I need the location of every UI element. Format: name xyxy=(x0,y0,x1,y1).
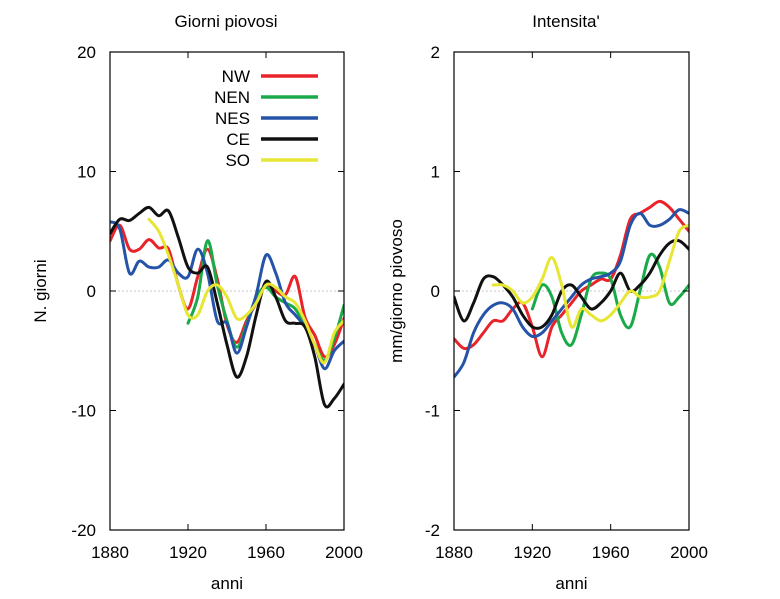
series-line-ce xyxy=(110,205,344,409)
series-group xyxy=(110,205,344,409)
y-tick-label: 20 xyxy=(77,43,96,62)
y-tick-label: 1 xyxy=(431,163,440,182)
series-line-nes xyxy=(454,208,689,379)
y-tick-label: -10 xyxy=(71,402,96,421)
y-tick-label: 10 xyxy=(77,163,96,182)
y-tick-label: -20 xyxy=(71,521,96,540)
x-tick-label: 1960 xyxy=(247,543,285,562)
chart-intensita: Intensita' 2 1 0 -1 -2 1880 1920 1960 2000 anni mm/… xyxy=(387,12,708,593)
series-line-so xyxy=(491,223,689,329)
x-tick-label: 1920 xyxy=(169,543,207,562)
legend-label-nw: NW xyxy=(222,67,250,86)
y-axis-label: mm/giorno piovoso xyxy=(387,219,406,363)
chart-title: Giorni piovosi xyxy=(175,12,278,31)
legend-label-so: SO xyxy=(225,151,250,170)
series-line-nw xyxy=(454,199,689,359)
series-line-so xyxy=(147,217,344,365)
y-tick-label: 0 xyxy=(87,282,96,301)
y-tick-label: -2 xyxy=(425,521,440,540)
x-tick-label: 1880 xyxy=(435,543,473,562)
y-tick-label: 2 xyxy=(431,43,440,62)
x-axis-label: anni xyxy=(555,574,587,593)
y-tick-label: 0 xyxy=(431,282,440,301)
y-tick-label: -1 xyxy=(425,402,440,421)
y-axis-label: N. giorni xyxy=(31,259,50,322)
chart-giorni-piovosi: Giorni piovosi 20 10 0 -10 -20 1880 1920 1960 200… xyxy=(31,12,363,593)
chart-title: Intensita' xyxy=(532,12,600,31)
x-tick-label: 2000 xyxy=(670,543,708,562)
series-group xyxy=(454,199,689,379)
series-line-ce xyxy=(454,238,689,330)
x-tick-label: 1880 xyxy=(91,543,129,562)
x-tick-label: 1960 xyxy=(592,543,630,562)
x-tick-label: 2000 xyxy=(325,543,363,562)
legend-label-ce: CE xyxy=(226,130,250,149)
legend-label-nes: NES xyxy=(215,109,250,128)
legend-label-nen: NEN xyxy=(214,88,250,107)
series-line-nen xyxy=(530,252,689,347)
legend: NW NEN NES CE SO xyxy=(214,67,318,170)
x-axis-label: anni xyxy=(211,574,243,593)
x-tick-label: 1920 xyxy=(513,543,551,562)
